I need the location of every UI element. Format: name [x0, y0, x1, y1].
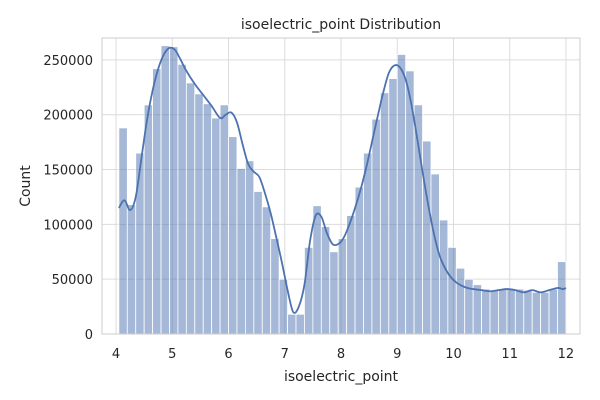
- histogram-bar: [261, 206, 272, 335]
- y-tick-label: 200000: [43, 109, 93, 124]
- histogram-bar: [135, 152, 145, 335]
- histogram-bar: [287, 313, 297, 335]
- histogram-bar: [413, 104, 423, 335]
- histogram-bar: [312, 205, 322, 335]
- histogram-bar: [219, 104, 229, 335]
- histogram-bar: [388, 78, 398, 335]
- histogram-bar: [439, 219, 449, 335]
- x-tick-labels: 4 5 6 7 8 9 10 11 12: [112, 347, 574, 362]
- histogram-bar: [152, 68, 162, 335]
- kde-curve: [118, 46, 567, 314]
- x-axis-label: isoelectric_point: [284, 369, 399, 385]
- histogram-bar: [548, 288, 558, 335]
- histogram-bar: [143, 104, 154, 335]
- y-tick-label: 50000: [52, 273, 93, 288]
- x-tick-label: 7: [281, 347, 289, 362]
- x-tick-label: 12: [558, 347, 575, 362]
- y-tick-label: 250000: [43, 54, 93, 69]
- histogram-bar: [304, 246, 314, 335]
- y-tick-label: 100000: [43, 218, 93, 233]
- histogram-bar: [447, 246, 457, 335]
- histogram-bar: [270, 238, 280, 335]
- histogram-bar: [455, 267, 466, 335]
- histogram-bar: [295, 313, 305, 335]
- histogram-bar: [253, 191, 263, 335]
- histogram-bar: [489, 289, 499, 335]
- histogram-bar: [169, 46, 179, 335]
- y-tick-label: 150000: [43, 164, 93, 179]
- histogram-bar: [320, 226, 331, 335]
- histogram-bar: [244, 160, 255, 335]
- histogram-bar: [363, 152, 373, 335]
- histogram-bar: [498, 288, 508, 335]
- histogram-bar: [160, 45, 170, 335]
- histogram-bar: [228, 136, 238, 335]
- chart-title: isoelectric_point Distribution: [241, 17, 441, 33]
- y-tick-labels: 0 50000 100000 150000 200000 250000: [43, 54, 93, 343]
- histogram-bar: [346, 215, 356, 335]
- histogram-bar: [211, 117, 221, 335]
- y-axis-label: Count: [18, 165, 34, 207]
- histogram-bar: [396, 54, 407, 335]
- x-tick-label: 8: [337, 347, 345, 362]
- histogram-bar: [329, 251, 339, 335]
- histogram-bar: [379, 92, 390, 335]
- histogram-bar: [126, 204, 137, 335]
- histogram-bar: [185, 82, 196, 335]
- x-tick-label: 10: [445, 347, 462, 362]
- histogram-bar: [557, 261, 567, 335]
- histogram-bar: [523, 289, 533, 335]
- y-tick-label: 0: [85, 328, 93, 343]
- x-tick-label: 6: [224, 347, 232, 362]
- histogram-bar: [514, 288, 525, 335]
- histogram-bar: [337, 238, 348, 335]
- histogram-bar: [371, 118, 381, 335]
- histogram-bar: [422, 140, 432, 335]
- x-tick-label: 9: [393, 347, 401, 362]
- x-tick-label: 5: [168, 347, 176, 362]
- histogram-bar: [472, 284, 482, 335]
- histogram-bar: [118, 127, 128, 335]
- histogram-bar: [202, 103, 213, 335]
- histogram-bar: [531, 291, 542, 335]
- histogram-bar: [177, 63, 187, 335]
- histogram-bar: [194, 93, 204, 335]
- histogram-bar: [236, 168, 246, 335]
- histogram-bar: [481, 288, 491, 335]
- histogram-bar: [540, 291, 550, 335]
- histogram-bar: [354, 186, 364, 335]
- histogram-bar: [506, 288, 516, 335]
- x-tick-label: 4: [112, 347, 120, 362]
- x-tick-label: 11: [501, 347, 518, 362]
- plot-frame: [101, 37, 581, 335]
